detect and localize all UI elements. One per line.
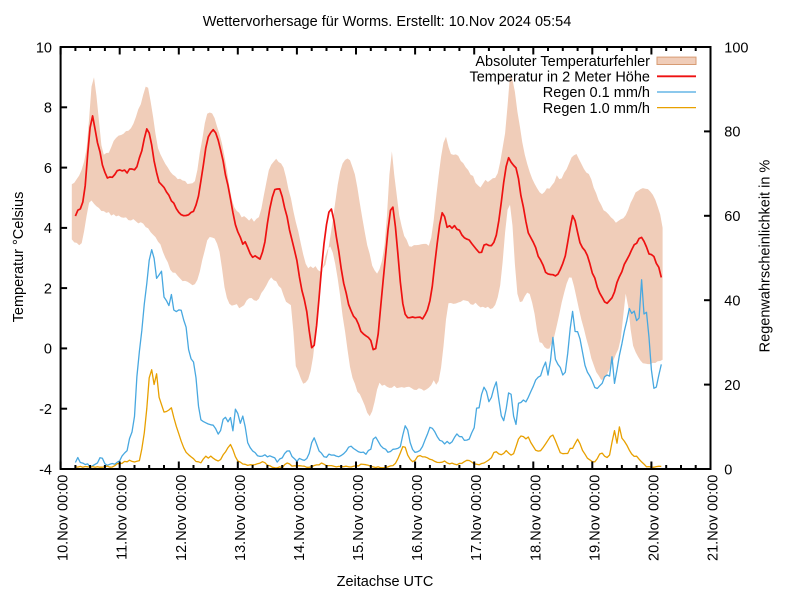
svg-text:16.Nov 00:00: 16.Nov 00:00 xyxy=(410,475,426,561)
svg-text:-4: -4 xyxy=(39,462,52,478)
svg-text:10.Nov 00:00: 10.Nov 00:00 xyxy=(56,475,72,561)
svg-text:21.Nov 00:00: 21.Nov 00:00 xyxy=(706,475,722,561)
svg-text:Regenwahrscheinlichkeit in %: Regenwahrscheinlichkeit in % xyxy=(758,160,774,353)
svg-text:Temperatur in 2 Meter Höhe: Temperatur in 2 Meter Höhe xyxy=(469,70,650,86)
svg-text:2: 2 xyxy=(44,281,52,297)
svg-text:20: 20 xyxy=(724,378,740,394)
svg-text:8: 8 xyxy=(44,101,52,117)
svg-text:Zeitachse UTC: Zeitachse UTC xyxy=(337,574,434,590)
svg-text:Regen 0.1 mm/h: Regen 0.1 mm/h xyxy=(543,85,650,101)
svg-text:12.Nov 00:00: 12.Nov 00:00 xyxy=(174,475,190,561)
svg-text:100: 100 xyxy=(724,40,748,56)
svg-text:0: 0 xyxy=(44,342,52,358)
svg-text:15.Nov 00:00: 15.Nov 00:00 xyxy=(351,475,367,561)
svg-text:Regen 1.0 mm/h: Regen 1.0 mm/h xyxy=(543,101,650,117)
svg-text:Absoluter Temperaturfehler: Absoluter Temperaturfehler xyxy=(475,54,650,70)
svg-text:19.Nov 00:00: 19.Nov 00:00 xyxy=(587,475,603,561)
svg-text:17.Nov 00:00: 17.Nov 00:00 xyxy=(469,475,485,561)
svg-text:18.Nov 00:00: 18.Nov 00:00 xyxy=(528,475,544,561)
svg-text:60: 60 xyxy=(724,209,740,225)
svg-text:80: 80 xyxy=(724,125,740,141)
svg-text:14.Nov 00:00: 14.Nov 00:00 xyxy=(292,475,308,561)
svg-text:20.Nov 00:00: 20.Nov 00:00 xyxy=(646,475,662,561)
svg-text:Wettervorhersage für Worms. Er: Wettervorhersage für Worms. Erstellt: 10… xyxy=(203,14,572,30)
svg-text:10: 10 xyxy=(36,40,52,56)
svg-text:13.Nov 00:00: 13.Nov 00:00 xyxy=(233,475,249,561)
svg-text:11.Nov 00:00: 11.Nov 00:00 xyxy=(115,475,131,560)
svg-text:0: 0 xyxy=(724,462,732,478)
svg-text:40: 40 xyxy=(724,294,740,310)
svg-text:Temperatur °Celsius: Temperatur °Celsius xyxy=(11,192,27,323)
svg-text:6: 6 xyxy=(44,161,52,177)
svg-text:-2: -2 xyxy=(39,402,52,418)
svg-text:4: 4 xyxy=(44,221,52,237)
